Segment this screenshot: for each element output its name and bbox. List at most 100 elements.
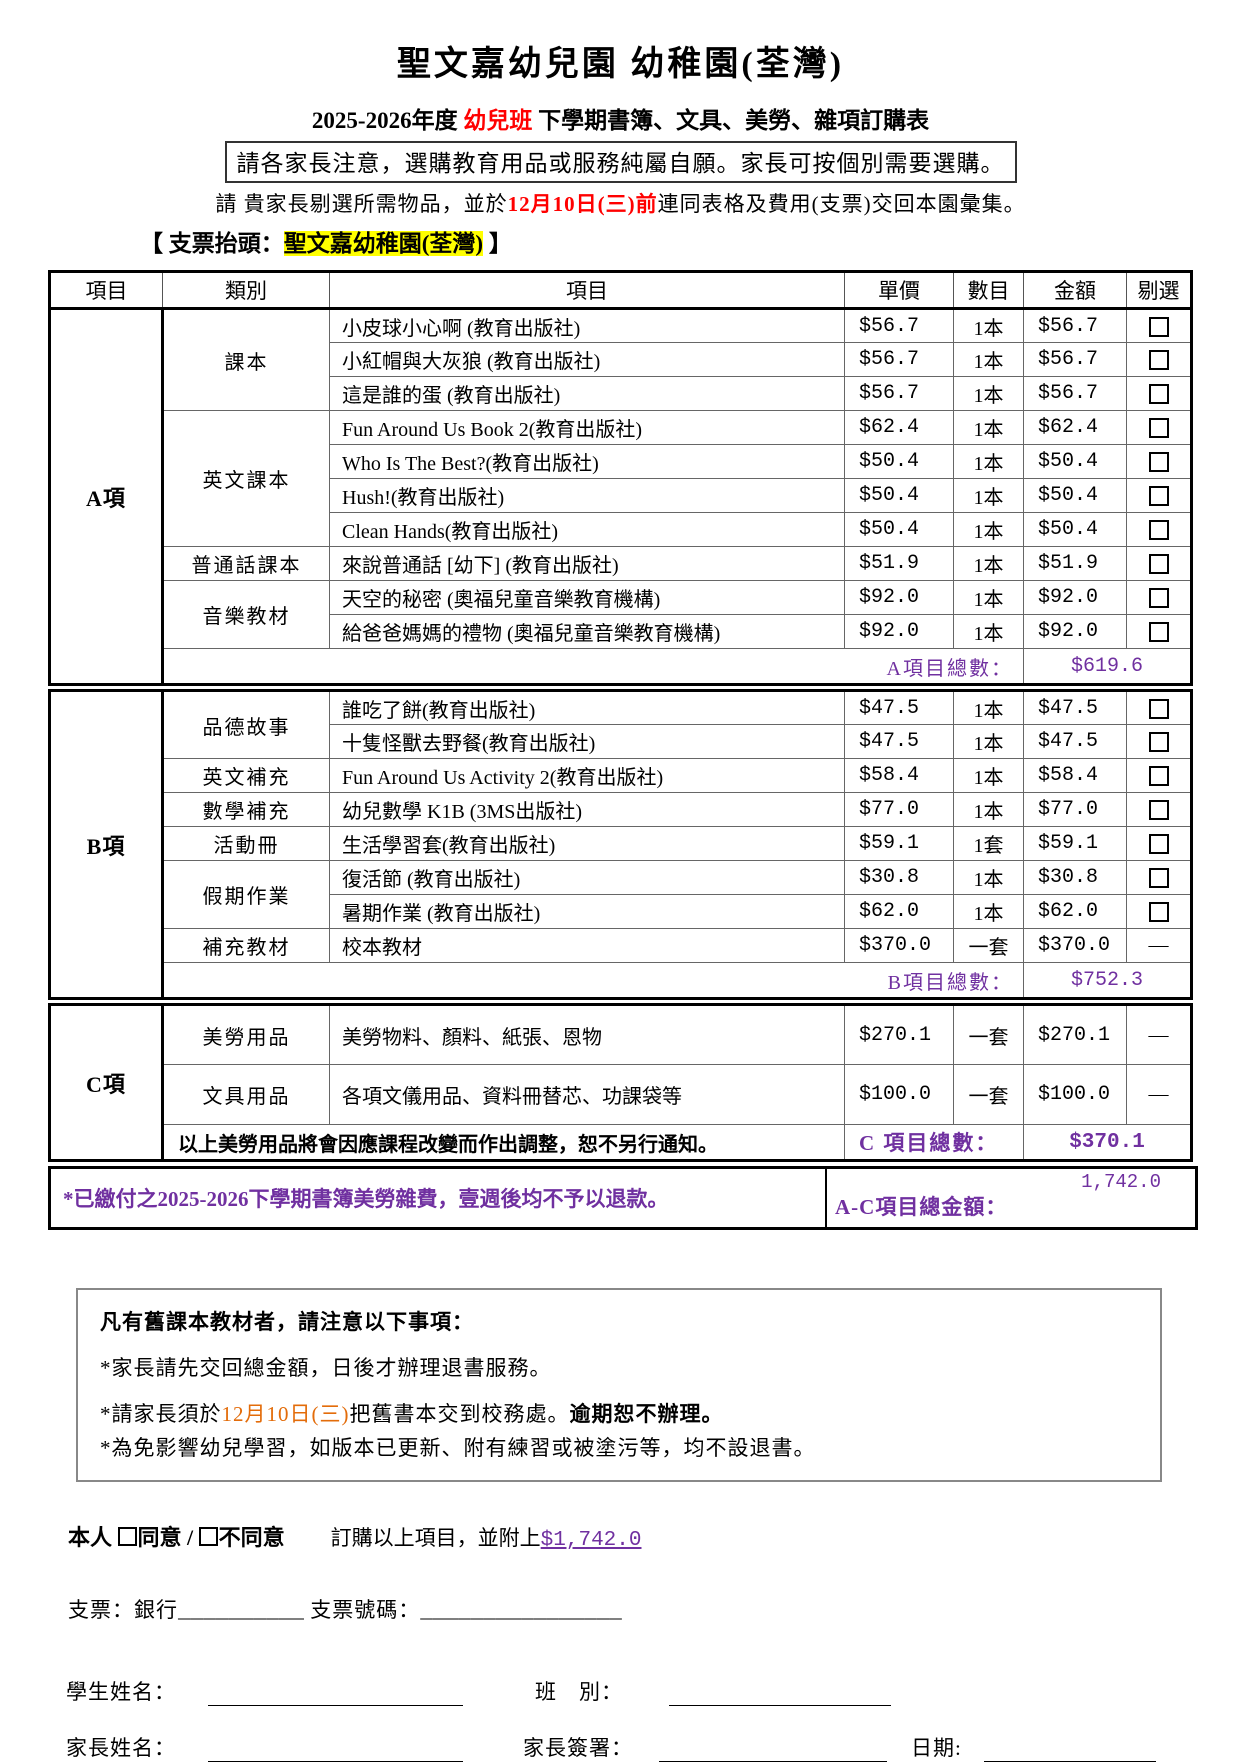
agree-checkbox[interactable]	[117, 1527, 137, 1546]
instruction-pre: 請 貴家長剔選所需物品，並於	[215, 192, 508, 216]
unit-price-cell: $92.0	[844, 614, 954, 649]
col-header: 單價	[844, 271, 954, 310]
agreement-mid: 訂購以上項目，並附上	[330, 1526, 541, 1550]
checkbox-icon[interactable]	[1148, 486, 1169, 507]
unit-price-cell: $56.7	[844, 308, 954, 343]
unit-price-cell: $56.7	[844, 342, 954, 377]
old-books-notice-box: 凡有舊課本教材者，請注意以下事項： *家長請先交回總金額，日後才辦理退書服務。 …	[76, 1288, 1162, 1482]
checkbox-icon[interactable]	[1148, 868, 1169, 889]
item-name-cell: 校本教材	[329, 928, 845, 963]
line2-bold: 逾期恕不辦理。	[569, 1402, 724, 1426]
student-name-line[interactable]	[208, 1679, 463, 1706]
item-name-cell: 各項文儀用品、資料冊替芯、功課袋等	[329, 1064, 845, 1125]
cheque-number-blank[interactable]: ________________	[420, 1601, 622, 1624]
checkbox-icon[interactable]	[1148, 622, 1169, 643]
item-name-cell: Hush!(教育出版社)	[329, 478, 845, 513]
category-cell: 普通話課本	[162, 546, 330, 581]
check-cell	[1126, 758, 1192, 793]
checkbox-icon[interactable]	[1148, 588, 1169, 609]
checkbox-icon[interactable]	[1148, 316, 1169, 337]
amount-cell: $50.4	[1023, 512, 1127, 547]
col-header: 類別	[162, 271, 330, 310]
amount-cell: $30.8	[1023, 860, 1127, 895]
quantity-cell: 1本	[953, 724, 1024, 759]
amount-cell: $370.0	[1023, 928, 1127, 963]
section-label: B項	[49, 690, 164, 999]
check-cell	[1126, 826, 1192, 861]
c-note-cell: 以上美勞用品將會因應課程改變而作出調整，恕不另行通知。	[162, 1124, 845, 1161]
student-row: 學生姓名： 班 別：	[66, 1676, 1241, 1706]
checkbox-icon[interactable]	[1148, 834, 1169, 855]
unit-price-cell: $62.4	[844, 410, 954, 445]
parent-signature-line[interactable]	[659, 1735, 887, 1762]
checkbox-icon[interactable]	[1148, 384, 1169, 405]
checkbox-icon[interactable]	[1148, 418, 1169, 439]
check-cell	[1126, 894, 1192, 929]
order-tables: 項目 類別 項目 單價 數目 金額 剔選 A項 課本 小皮球小心啊 (教育出版社) $56.7 1本 $…	[48, 270, 1194, 1162]
checkbox-icon[interactable]	[1148, 732, 1169, 753]
parent-name-line[interactable]	[208, 1735, 463, 1762]
col-header: 項目	[329, 271, 845, 310]
unit-price-cell: $92.0	[844, 580, 954, 615]
parent-signature-label: 家長簽署：	[523, 1736, 633, 1760]
section-total-value: $370.1	[1023, 1124, 1192, 1161]
section-total-label: B項目總數：	[162, 962, 1024, 999]
line2-mid: 把舊書本交到校務處。	[349, 1402, 570, 1426]
grand-total-cell: A-C項目總金額： 1,742.0	[827, 1169, 1195, 1227]
dash-mark: —	[1126, 1004, 1192, 1065]
check-cell	[1126, 690, 1192, 725]
unit-price-cell: $50.4	[844, 512, 954, 547]
quantity-cell: 1本	[953, 758, 1024, 793]
payee-bracket-open: 【 支票抬頭：	[140, 231, 284, 256]
checkbox-icon[interactable]	[1148, 698, 1169, 719]
quantity-cell: 1本	[953, 894, 1024, 929]
checkbox-icon[interactable]	[1148, 452, 1169, 473]
order-amount: $1,742.0	[540, 1529, 642, 1552]
checkbox-icon[interactable]	[1148, 766, 1169, 787]
line2-deadline: 12月10日(三)	[221, 1402, 350, 1426]
check-cell	[1126, 792, 1192, 827]
page-title: 聖文嘉幼兒園 幼稚園(荃灣)	[396, 46, 845, 83]
bank-blank[interactable]: __________	[178, 1601, 305, 1624]
unit-price-cell: $270.1	[844, 1004, 954, 1065]
check-cell	[1126, 580, 1192, 615]
check-cell	[1126, 410, 1192, 445]
item-name-cell: 小紅帽與大灰狼 (教育出版社)	[329, 342, 845, 377]
checkbox-icon[interactable]	[1148, 350, 1169, 371]
checkbox-icon[interactable]	[1148, 902, 1169, 923]
item-name-cell: 幼兒數學 K1B (3MS出版社)	[329, 792, 845, 827]
checkbox-icon[interactable]	[1148, 520, 1169, 541]
check-cell	[1126, 512, 1192, 547]
item-name-cell: 復活節 (教育出版社)	[329, 860, 845, 895]
class-line[interactable]	[669, 1679, 891, 1706]
amount-cell: $47.5	[1023, 724, 1127, 759]
unit-price-cell: $47.5	[844, 724, 954, 759]
col-header: 數目	[953, 271, 1024, 310]
category-cell: 品德故事	[162, 690, 330, 759]
amount-cell: $92.0	[1023, 580, 1127, 615]
checkbox-icon[interactable]	[1148, 800, 1169, 821]
quantity-cell: 1本	[953, 614, 1024, 649]
checkbox-icon[interactable]	[1148, 554, 1169, 575]
category-cell: 活動冊	[162, 826, 330, 861]
item-name-cell: Who Is The Best?(教育出版社)	[329, 444, 845, 479]
amount-cell: $56.7	[1023, 308, 1127, 343]
check-cell	[1126, 444, 1192, 479]
item-name-cell: 十隻怪獸去野餐(教育出版社)	[329, 724, 845, 759]
date-line[interactable]	[983, 1735, 1156, 1762]
disagree-checkbox[interactable]	[198, 1527, 218, 1546]
old-books-line-1: *家長請先交回總金額，日後才辦理退書服務。	[100, 1356, 552, 1380]
amount-cell: $50.4	[1023, 444, 1127, 479]
agreement-prefix: 本人	[68, 1525, 118, 1550]
check-cell	[1126, 724, 1192, 759]
payee-line: 【 支票抬頭：聖文嘉幼稚園(荃灣) 】	[140, 224, 1241, 258]
category-cell: 音樂教材	[162, 580, 330, 649]
unit-price-cell: $51.9	[844, 546, 954, 581]
item-name-cell: 來說普通話 [幼下] (教育出版社)	[329, 546, 845, 581]
cheque-number-label: 支票號碼：	[304, 1598, 421, 1622]
category-cell: 英文課本	[162, 410, 330, 547]
notice-box: 請各家長注意，選購教育用品或服務純屬自願。家長可按個別需要選購。	[224, 141, 1017, 183]
quantity-cell: 1本	[953, 580, 1024, 615]
check-cell	[1126, 614, 1192, 649]
item-name-cell: 小皮球小心啊 (教育出版社)	[329, 308, 845, 343]
